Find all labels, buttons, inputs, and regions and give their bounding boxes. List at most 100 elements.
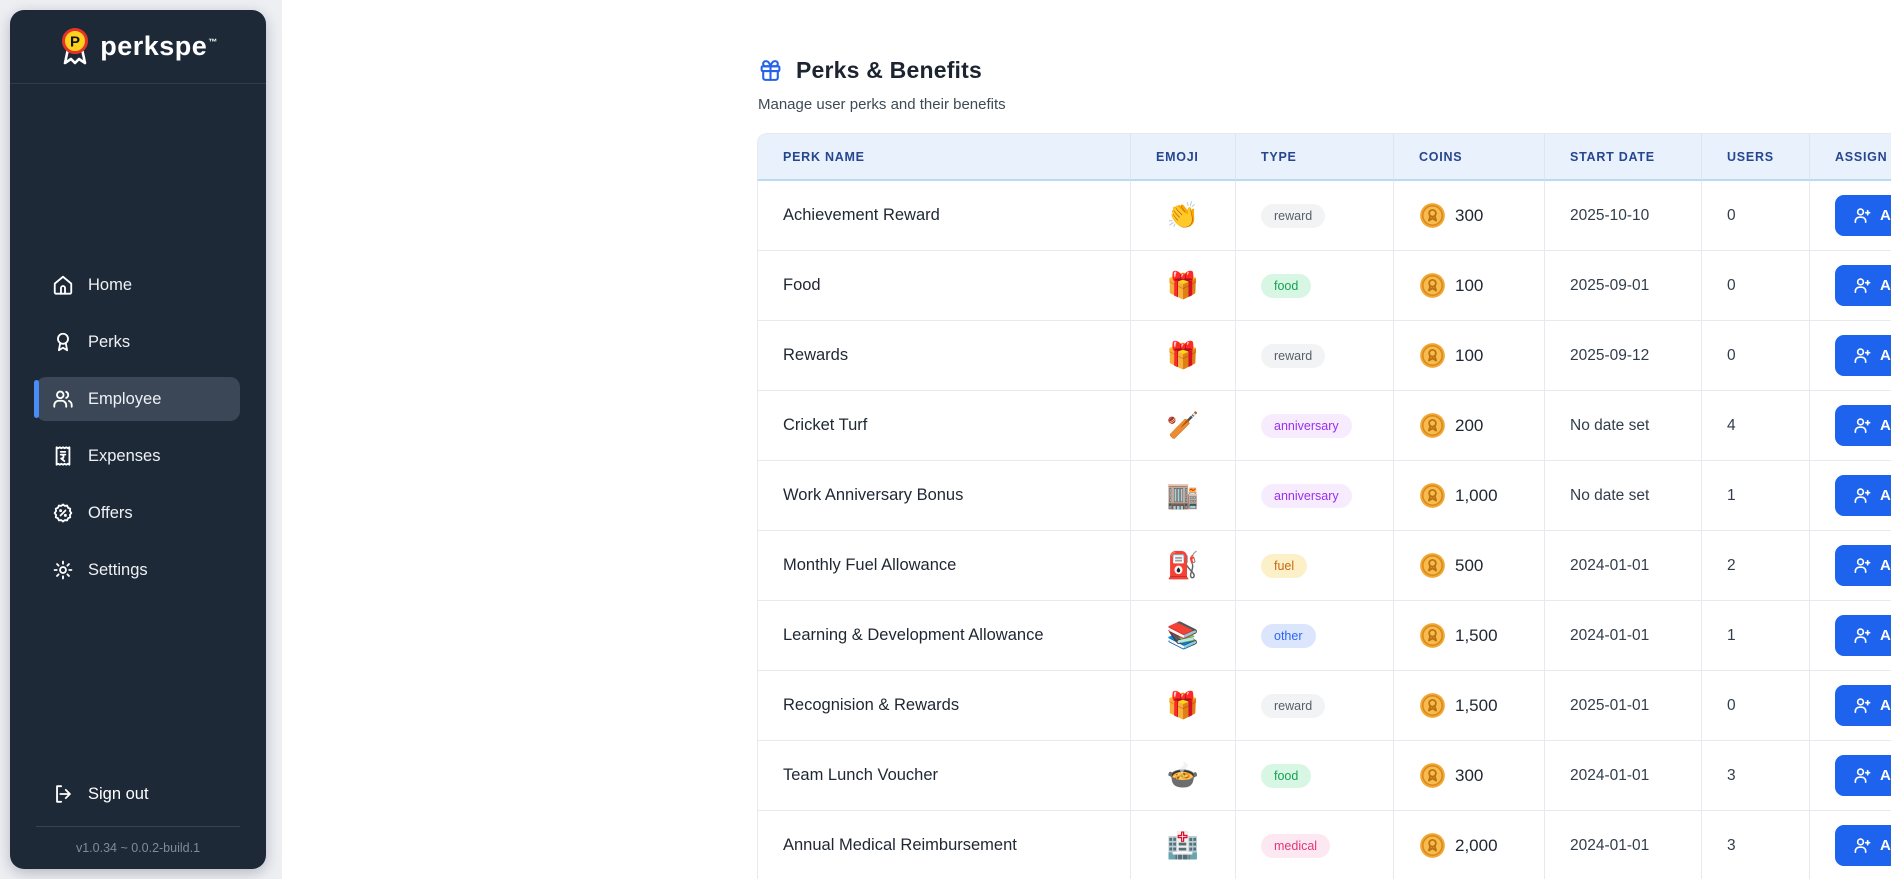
sidebar-item-label: Employee [88,389,162,408]
column-header-emoji: EMOJI [1130,133,1235,181]
start-date-cell: No date set [1544,391,1701,461]
assign-button[interactable]: Assign [1835,545,1891,586]
assign-button[interactable]: Assign [1835,825,1891,866]
sidebar-item-label: Expenses [88,446,161,465]
assign-cell: Assign [1809,671,1891,741]
sidebar-item-home[interactable]: Home [36,263,240,307]
gear-icon [52,559,74,581]
perk-name-cell: Annual Medical Reimbursement [757,811,1130,879]
perk-emoji-cell: 🏬 [1130,461,1235,531]
assign-button[interactable]: Assign [1835,405,1891,446]
users-count-cell: 0 [1701,251,1809,321]
perk-emoji: 🏏 [1166,410,1200,440]
assign-button-label: Assign [1880,277,1891,294]
logout-icon [52,783,74,805]
assign-button-label: Assign [1880,767,1891,784]
type-badge: other [1261,623,1316,648]
type-badge: reward [1261,203,1326,228]
assign-button[interactable]: Assign [1835,335,1891,376]
user-plus-icon [1853,416,1872,435]
table-row: Work Anniversary Bonus 🏬 anniversary 1,0… [757,461,1891,531]
sign-out-button[interactable]: Sign out [36,772,240,816]
perk-name-cell: Learning & Development Allowance [757,601,1130,671]
coin-value: 2,000 [1455,835,1498,855]
perk-emoji-cell: 🍲 [1130,741,1235,811]
coin-icon [1419,762,1446,789]
assign-button[interactable]: Assign [1835,685,1891,726]
start-date-cell: 2025-01-01 [1544,671,1701,741]
coin-value: 300 [1455,765,1484,785]
type-badge: food [1261,273,1312,298]
table-row: Food 🎁 food 100 2025-09-01 0 [757,251,1891,321]
perk-emoji: 🍲 [1166,760,1200,790]
assign-button[interactable]: Assign [1835,475,1891,516]
user-plus-icon [1853,766,1872,785]
assign-button-label: Assign [1880,347,1891,364]
perk-coins-cell: 1,500 [1393,671,1544,741]
sidebar-item-expenses[interactable]: Expenses [36,434,240,478]
sidebar-item-label: Perks [88,332,131,351]
column-header-assign: ASSIGN [1809,133,1891,181]
badge-percent-icon [52,502,74,524]
table-row: Achievement Reward 👏 reward 300 2025-10-… [757,181,1891,251]
table-row: Recognision & Rewards 🎁 reward 1,500 202… [757,671,1891,741]
assign-button[interactable]: Assign [1835,755,1891,796]
user-plus-icon [1853,206,1872,225]
perk-type-cell: anniversary [1235,461,1393,531]
perk-type-cell: reward [1235,181,1393,251]
users-count-cell: 1 [1701,601,1809,671]
coin-icon [1419,202,1446,229]
coin-value: 1,500 [1455,625,1498,645]
column-header-coins: COINS [1393,133,1544,181]
sidebar-item-label: Home [88,275,133,294]
user-plus-icon [1853,696,1872,715]
perk-emoji-cell: ⛽ [1130,531,1235,601]
medal-logo-icon: P [58,27,92,67]
users-count-cell: 4 [1701,391,1809,461]
start-date-cell: No date set [1544,461,1701,531]
users-count-cell: 0 [1701,181,1809,251]
table-row: Cricket Turf 🏏 anniversary 200 No date s… [757,391,1891,461]
perk-type-cell: reward [1235,321,1393,391]
perk-emoji-cell: 📚 [1130,601,1235,671]
sidebar-item-employee[interactable]: Employee [34,377,240,421]
assign-button[interactable]: Assign [1835,195,1891,236]
perk-emoji-cell: 🏏 [1130,391,1235,461]
assign-cell: Assign [1809,811,1891,879]
column-header-users: USERS [1701,133,1809,181]
sidebar-footer: Sign out v1.0.34 ~ 0.0.2-build.1 [10,772,266,869]
perk-emoji: ⛽ [1166,550,1200,580]
users-count-cell: 1 [1701,461,1809,531]
assign-button[interactable]: Assign [1835,265,1891,306]
type-badge: food [1261,763,1312,788]
svg-text:P: P [70,33,80,50]
perk-emoji: 🎁 [1166,340,1200,370]
coin-icon [1419,622,1446,649]
assign-cell: Assign [1809,601,1891,671]
sidebar-item-perks[interactable]: Perks [36,320,240,364]
assign-cell: Assign [1809,181,1891,251]
table-row: Monthly Fuel Allowance ⛽ fuel 500 2024-0… [757,531,1891,601]
perk-coins-cell: 300 [1393,181,1544,251]
assign-button-label: Assign [1880,697,1891,714]
sidebar-item-label: Settings [88,560,148,579]
sidebar-item-settings[interactable]: Settings [36,548,240,592]
assign-button[interactable]: Assign [1835,615,1891,656]
coin-icon [1419,692,1446,719]
assign-button-label: Assign [1880,837,1891,854]
sidebar-item-offers[interactable]: Offers [36,491,240,535]
coin-value: 1,000 [1455,485,1498,505]
perk-type-cell: anniversary [1235,391,1393,461]
type-badge: fuel [1261,553,1308,578]
perk-name-cell: Cricket Turf [757,391,1130,461]
coin-icon [1419,482,1446,509]
home-icon [52,274,74,296]
perks-table-body: Achievement Reward 👏 reward 300 2025-10-… [757,181,1891,879]
assign-button-label: Assign [1880,627,1891,644]
coin-icon [1419,412,1446,439]
sign-out-label: Sign out [88,784,149,803]
column-header-type: TYPE [1235,133,1393,181]
users-count-cell: 3 [1701,811,1809,879]
type-badge: anniversary [1261,413,1352,438]
perk-coins-cell: 2,000 [1393,811,1544,879]
